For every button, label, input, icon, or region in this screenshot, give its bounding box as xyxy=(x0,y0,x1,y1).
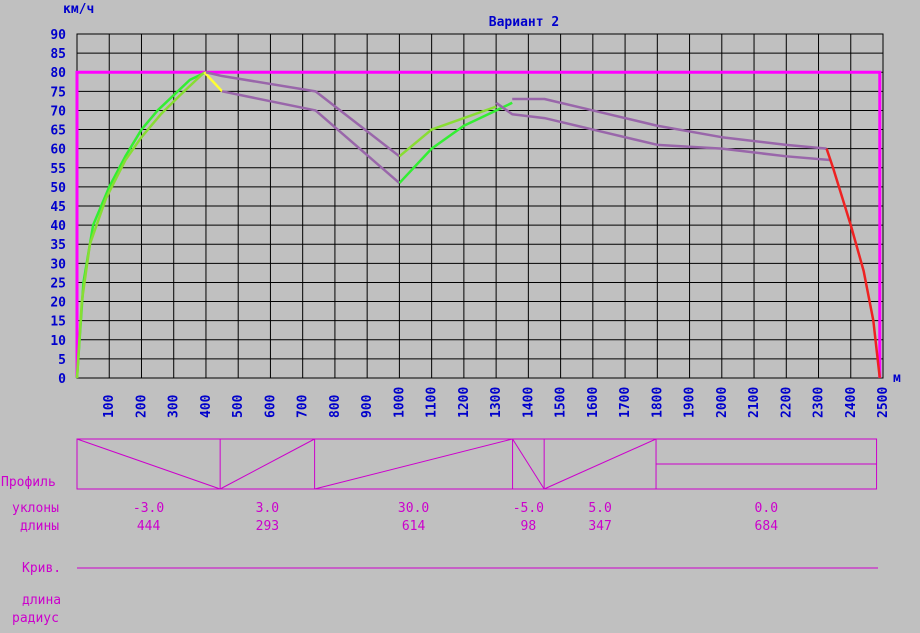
x-tick-label: 2300 xyxy=(812,387,827,418)
curve-length-label: длина xyxy=(22,593,61,608)
series-line xyxy=(205,71,401,158)
y-tick-label: 65 xyxy=(50,124,66,139)
speed-limit-polyline xyxy=(75,70,882,378)
x-tick-label: 200 xyxy=(134,394,149,418)
profile-slope-up xyxy=(543,438,657,490)
chart-grid xyxy=(76,33,884,379)
y-tick-label: 40 xyxy=(50,219,66,234)
y-tick-label: 90 xyxy=(50,28,66,43)
series-line xyxy=(203,71,223,93)
profile-slope-value: 5.0 xyxy=(588,501,611,516)
x-axis-label: м xyxy=(893,371,901,386)
series-line xyxy=(75,71,206,379)
x-tick-label: 2100 xyxy=(747,387,762,418)
y-tick-label: 10 xyxy=(50,334,66,349)
x-tick-label: 800 xyxy=(328,394,343,418)
x-tick-label: 1100 xyxy=(425,387,440,418)
y-tick-label: 55 xyxy=(50,162,66,177)
profile-length-value: 684 xyxy=(755,519,779,534)
y-tick-label: 70 xyxy=(50,104,66,119)
x-tick-label: 100 xyxy=(102,394,117,418)
profile-slope-up xyxy=(314,438,513,490)
x-tick-label: 2000 xyxy=(715,387,730,418)
lengths-label: длины xyxy=(20,519,59,534)
speed-limit-line xyxy=(75,70,882,378)
profile-length-value: 98 xyxy=(521,519,537,534)
x-tick-label: 2500 xyxy=(876,387,891,418)
y-tick-label: 85 xyxy=(50,47,66,62)
y-tick-label: 25 xyxy=(50,276,66,291)
y-tick-label: 15 xyxy=(50,315,66,330)
x-tick-label: 1500 xyxy=(554,387,569,418)
y-tick-label: 60 xyxy=(50,143,66,158)
x-tick-label: 1200 xyxy=(457,387,472,418)
profile-slope-value: 3.0 xyxy=(256,501,279,516)
profile-slope-down xyxy=(512,438,545,490)
x-tick-label: 1000 xyxy=(392,387,407,418)
chart-series xyxy=(75,71,882,379)
series-line xyxy=(398,105,497,158)
x-tick-label: 1900 xyxy=(683,387,698,418)
y-axis: 0 5 10 15 20 25 30 35 40 45 50 55 60 65 70 75 80 85 90 xyxy=(50,28,66,387)
y-tick-label: 0 xyxy=(58,372,66,387)
x-tick-label: 900 xyxy=(360,394,375,418)
profile-slope-value: -3.0 xyxy=(133,501,164,516)
x-tick-label: 500 xyxy=(231,394,246,418)
x-tick-label: 300 xyxy=(167,394,182,418)
profile-length-value: 444 xyxy=(137,519,161,534)
profile-strip xyxy=(76,438,878,490)
profile-label: Профиль xyxy=(1,475,56,490)
x-tick-label: 2400 xyxy=(844,387,859,418)
x-tick-label: 1400 xyxy=(521,387,536,418)
curve-radius-label: радиус xyxy=(12,611,59,626)
x-tick-label: 2200 xyxy=(779,387,794,418)
profile-slope-value: 0.0 xyxy=(755,501,778,516)
profile-length-value: 614 xyxy=(402,519,426,534)
y-axis-label: км/ч xyxy=(63,2,94,17)
profile-length-value: 293 xyxy=(256,519,279,534)
y-tick-label: 80 xyxy=(50,66,66,81)
y-tick-label: 45 xyxy=(50,200,66,215)
profile-length-value: 347 xyxy=(588,519,611,534)
y-tick-label: 75 xyxy=(50,85,66,100)
series-line xyxy=(495,101,832,162)
series-line xyxy=(512,97,827,150)
x-tick-label: 1300 xyxy=(489,387,504,418)
x-tick-label: 700 xyxy=(296,394,311,418)
profile-slope-down xyxy=(76,438,221,490)
x-tick-label: 600 xyxy=(263,394,278,418)
y-tick-label: 5 xyxy=(58,353,66,368)
x-tick-label: 1700 xyxy=(618,387,633,418)
y-tick-label: 50 xyxy=(50,181,66,196)
y-tick-label: 35 xyxy=(50,238,66,253)
x-tick-label: 1800 xyxy=(650,387,665,418)
profile-values: -3.0 444 3.0 293 30.0 614 -5.0 98 5.0 347 0.0 684 xyxy=(133,501,778,534)
curves-label: Крив. xyxy=(22,561,61,576)
y-tick-label: 20 xyxy=(50,296,66,311)
x-axis: 100 200 300 400 500 600 700 800 900 1000 1100 1200 1… xyxy=(102,387,891,418)
y-tick-label: 30 xyxy=(50,257,66,272)
series-line xyxy=(221,90,401,185)
x-tick-label: 1600 xyxy=(586,387,601,418)
series-line xyxy=(825,148,882,379)
profile-slope-up xyxy=(219,438,315,490)
slopes-label: уклоны xyxy=(12,501,59,516)
chart-title: Вариант 2 xyxy=(489,15,559,30)
profile-slope-value: 30.0 xyxy=(398,501,429,516)
x-tick-label: 400 xyxy=(199,394,214,418)
profile-slope-value: -5.0 xyxy=(513,501,544,516)
